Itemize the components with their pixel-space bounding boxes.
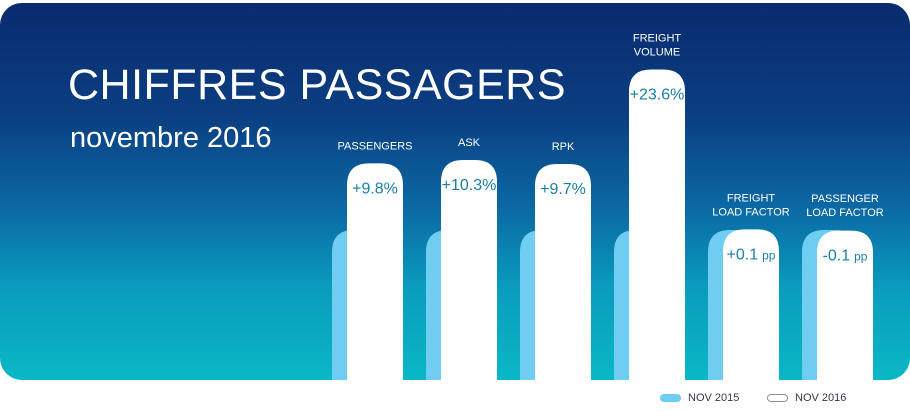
data-label: +0.1 pp [727,246,776,263]
category-label: FREIGHT [727,192,776,204]
data-label: +9.7% [540,181,586,198]
bar-nov-2016 [441,159,497,380]
bar-nov-2016 [535,164,591,380]
data-label: -0.1 pp [823,248,868,265]
bar-nov-2016 [817,230,873,380]
legend-label-nov-2016: NOV 2016 [795,392,847,404]
data-label: +9.8% [352,180,398,197]
category-label: LOAD FACTOR [712,206,789,218]
legend-label-nov-2015: NOV 2015 [688,392,740,404]
bar-nov-2016 [723,229,779,380]
chart-title: CHIFFRES PASSAGERS [68,61,567,109]
category-label: ASK [458,137,481,149]
category-label: LOAD FACTOR [806,207,883,219]
chart-subtitle: novembre 2016 [70,122,272,154]
data-label: +10.3% [442,177,497,194]
bar-nov-2016 [347,163,403,380]
bar-nov-2016 [629,69,685,381]
category-label: PASSENGERS [338,140,413,152]
category-label: RPK [552,141,575,153]
data-label: +23.6% [630,87,685,104]
legend-item-nov-2016: NOV 2016 [767,389,846,407]
category-label: PASSENGER [811,193,879,205]
category-label: FREIGHT [633,33,682,45]
legend-swatch-nov-2015 [660,394,681,402]
legend-item-nov-2015: NOV 2015 [660,389,739,407]
category-label: VOLUME [634,47,680,59]
legend-swatch-nov-2016 [767,394,788,402]
